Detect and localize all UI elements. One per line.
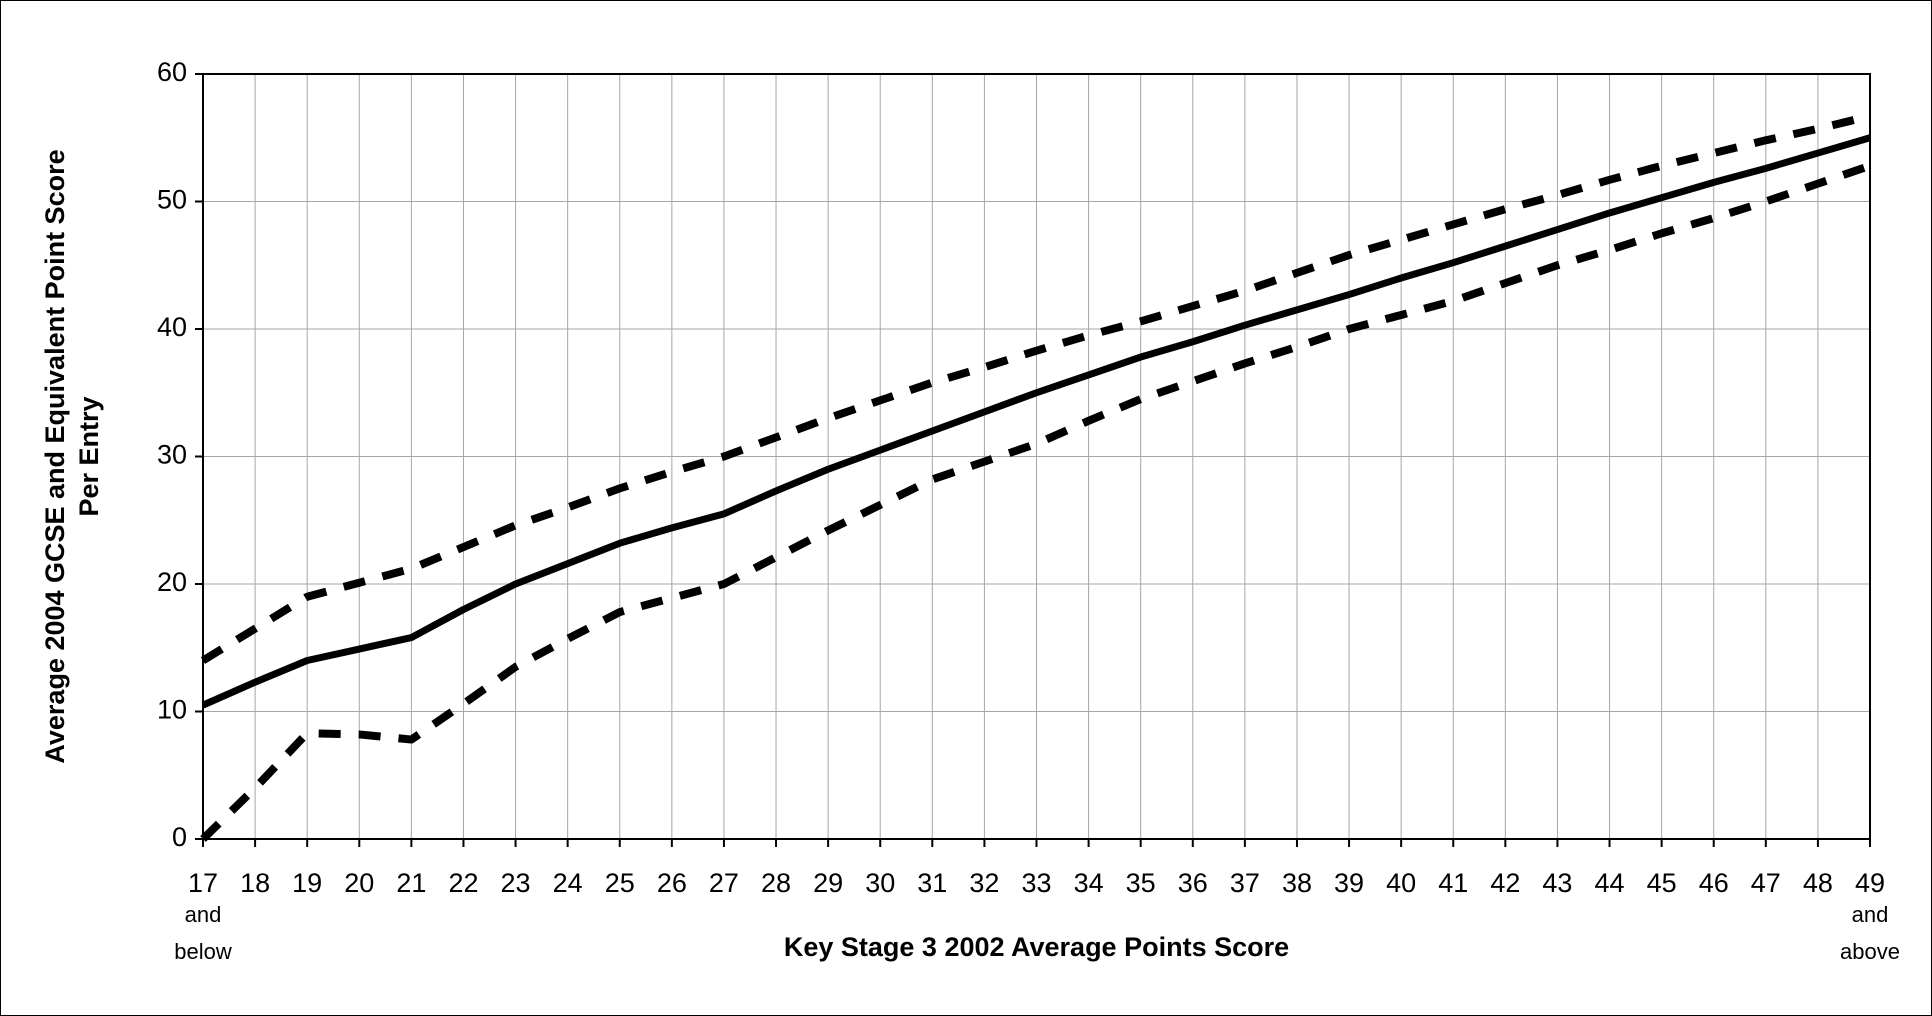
y-axis-label: Per Entry — [74, 396, 104, 516]
y-tick-label: 50 — [157, 185, 187, 215]
y-tick-label: 60 — [157, 57, 187, 87]
x-tick-label: 30 — [865, 868, 895, 898]
x-tick-label: 47 — [1751, 868, 1781, 898]
x-tick-label: 43 — [1542, 868, 1572, 898]
x-tick-label: 46 — [1699, 868, 1729, 898]
x-tick-label: 36 — [1178, 868, 1208, 898]
x-tick-label: 18 — [240, 868, 270, 898]
x-tick-label: 22 — [448, 868, 478, 898]
x-tick-label: 37 — [1230, 868, 1260, 898]
y-tick-label: 10 — [157, 695, 187, 725]
x-tick-label: 21 — [396, 868, 426, 898]
x-tick-label: 29 — [813, 868, 843, 898]
x-tick-label: 40 — [1386, 868, 1416, 898]
line-series — [201, 134, 1871, 709]
x-tick-label: 20 — [344, 868, 374, 898]
x-tick-label: 41 — [1438, 868, 1468, 898]
x-tick-label: 45 — [1647, 868, 1677, 898]
line-series — [200, 162, 1872, 842]
x-tick-label: 17 — [188, 868, 218, 898]
x-tick-label: 48 — [1803, 868, 1833, 898]
x-tick-label: 19 — [292, 868, 322, 898]
x-tick-note: and below — [174, 902, 232, 964]
y-axis-label: Average 2004 GCSE and Equivalent Point S… — [40, 149, 70, 763]
x-tick-label: 39 — [1334, 868, 1364, 898]
x-tick-note: and above — [1840, 902, 1900, 964]
x-tick-label: 31 — [917, 868, 947, 898]
line-series — [200, 112, 1871, 664]
y-tick-label: 20 — [157, 567, 187, 597]
x-tick-label: 44 — [1595, 868, 1625, 898]
x-tick-label: 35 — [1126, 868, 1156, 898]
x-tick-label: 49 — [1855, 868, 1885, 898]
x-tick-label: 23 — [501, 868, 531, 898]
y-tick-label: 30 — [157, 440, 187, 470]
x-tick-label: 32 — [969, 868, 999, 898]
x-axis-label: Key Stage 3 2002 Average Points Score — [784, 932, 1289, 962]
x-tick-label: 28 — [761, 868, 791, 898]
x-tick-label: 33 — [1021, 868, 1051, 898]
x-tick-label: 26 — [657, 868, 687, 898]
x-tick-label: 42 — [1490, 868, 1520, 898]
y-tick-label: 0 — [172, 822, 187, 852]
x-tick-label: 24 — [553, 868, 583, 898]
x-tick-label: 38 — [1282, 868, 1312, 898]
x-tick-label: 27 — [709, 868, 739, 898]
y-tick-label: 40 — [157, 312, 187, 342]
x-tick-label: 25 — [605, 868, 635, 898]
x-tick-label: 34 — [1074, 868, 1104, 898]
